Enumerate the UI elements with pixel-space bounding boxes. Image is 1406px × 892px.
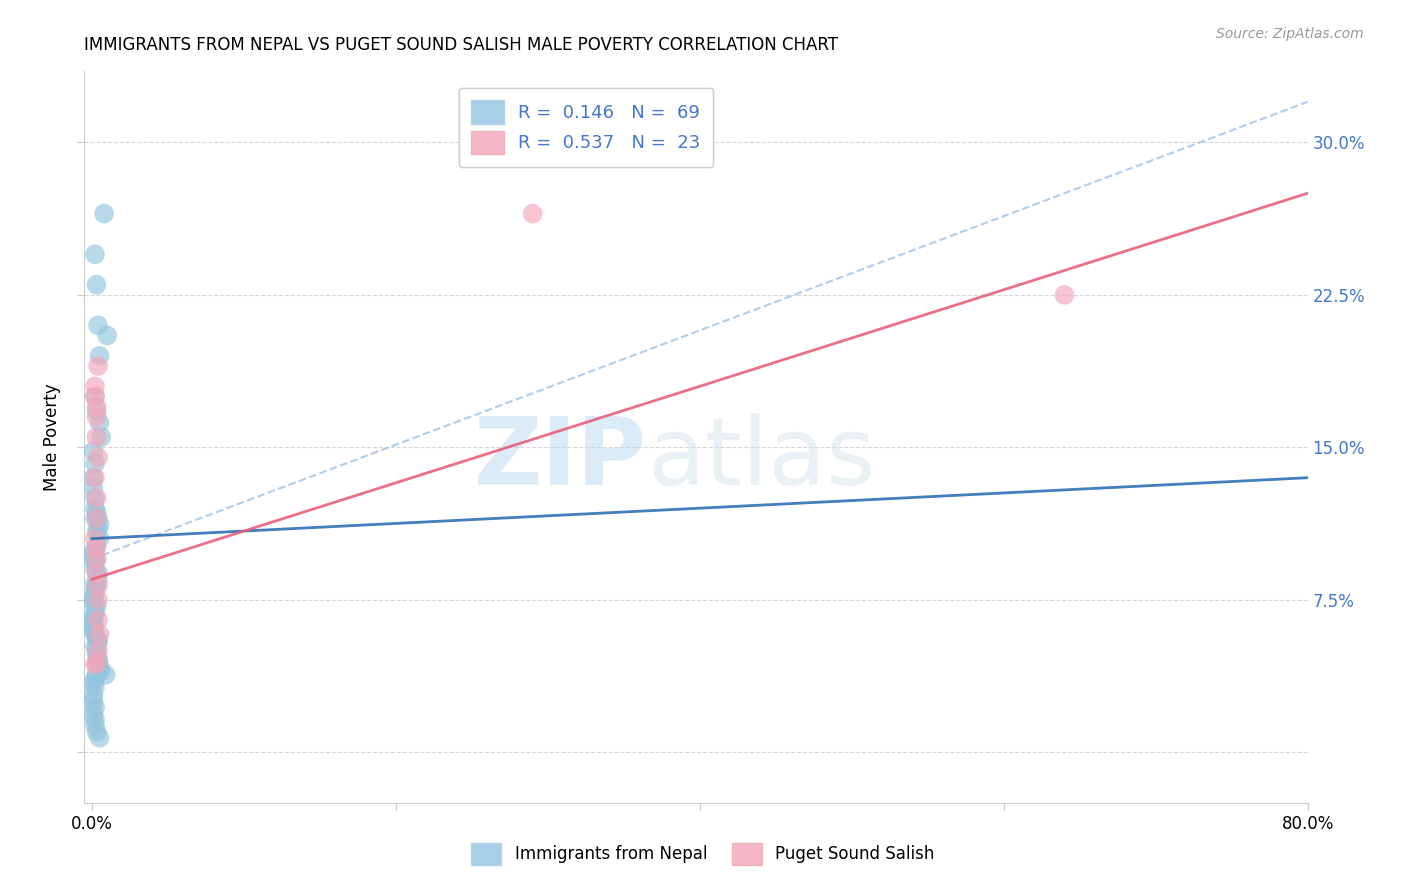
Point	[86, 403, 108, 417]
Point	[87, 359, 110, 373]
Point	[84, 582, 107, 597]
Point	[84, 556, 107, 570]
Point	[87, 566, 110, 581]
Point	[82, 444, 104, 458]
Point	[86, 541, 108, 556]
Point	[87, 643, 110, 657]
Text: atlas: atlas	[647, 413, 876, 505]
Point	[87, 572, 110, 586]
Point	[89, 659, 111, 673]
Point	[82, 471, 104, 485]
Point	[84, 511, 107, 525]
Point	[87, 592, 110, 607]
Point	[84, 713, 107, 727]
Point	[94, 667, 117, 682]
Point	[86, 538, 108, 552]
Legend: R =  0.146   N =  69, R =  0.537   N =  23: R = 0.146 N = 69, R = 0.537 N = 23	[458, 87, 713, 167]
Point	[87, 635, 110, 649]
Point	[1053, 288, 1076, 302]
Point	[82, 694, 104, 708]
Point	[84, 576, 107, 591]
Point	[86, 430, 108, 444]
Legend: Immigrants from Nepal, Puget Sound Salish: Immigrants from Nepal, Puget Sound Salis…	[461, 833, 945, 875]
Point	[86, 724, 108, 739]
Point	[86, 648, 108, 662]
Point	[82, 688, 104, 702]
Point	[86, 525, 108, 540]
Text: ZIP: ZIP	[474, 413, 647, 505]
Point	[89, 627, 111, 641]
Point	[84, 680, 107, 694]
Point	[84, 672, 107, 686]
Point	[84, 640, 107, 654]
Point	[89, 517, 111, 532]
Point	[86, 566, 108, 581]
Point	[93, 206, 115, 220]
Point	[82, 595, 104, 609]
Point	[84, 389, 107, 403]
Point	[87, 613, 110, 627]
Point	[87, 450, 110, 465]
Point	[82, 552, 104, 566]
Point	[86, 552, 108, 566]
Point	[82, 619, 104, 633]
Point	[84, 541, 107, 556]
Point	[86, 643, 108, 657]
Point	[86, 599, 108, 613]
Point	[84, 491, 107, 505]
Point	[86, 656, 108, 670]
Point	[84, 471, 107, 485]
Point	[82, 591, 104, 605]
Point	[84, 718, 107, 732]
Point	[82, 546, 104, 560]
Point	[84, 627, 107, 641]
Point	[84, 457, 107, 471]
Point	[86, 632, 108, 646]
Point	[87, 633, 110, 648]
Point	[84, 532, 107, 546]
Point	[87, 521, 110, 535]
Point	[84, 657, 107, 672]
Point	[87, 578, 110, 592]
Point	[86, 277, 108, 292]
Point	[84, 562, 107, 576]
Point	[84, 379, 107, 393]
Point	[522, 206, 544, 220]
Point	[86, 552, 108, 566]
Point	[89, 532, 111, 546]
Point	[86, 667, 108, 682]
Point	[86, 409, 108, 424]
Point	[84, 603, 107, 617]
Point	[89, 416, 111, 430]
Point	[84, 501, 107, 516]
Point	[84, 586, 107, 600]
Point	[90, 430, 112, 444]
Point	[86, 578, 108, 592]
Point	[86, 491, 108, 505]
Y-axis label: Male Poverty: Male Poverty	[44, 384, 62, 491]
Point	[84, 389, 107, 403]
Point	[87, 318, 110, 333]
Point	[89, 731, 111, 745]
Point	[96, 328, 118, 343]
Point	[87, 651, 110, 665]
Text: IMMIGRANTS FROM NEPAL VS PUGET SOUND SALISH MALE POVERTY CORRELATION CHART: IMMIGRANTS FROM NEPAL VS PUGET SOUND SAL…	[84, 36, 838, 54]
Point	[89, 349, 111, 363]
Point	[82, 611, 104, 625]
Point	[84, 607, 107, 621]
Point	[86, 505, 108, 519]
Point	[82, 623, 104, 637]
Point	[82, 615, 104, 629]
Point	[82, 676, 104, 690]
Point	[86, 511, 108, 525]
Point	[84, 700, 107, 714]
Point	[87, 656, 110, 670]
Point	[86, 400, 108, 414]
Point	[87, 511, 110, 525]
Point	[84, 247, 107, 261]
Point	[90, 664, 112, 678]
Point	[82, 481, 104, 495]
Point	[82, 706, 104, 721]
Text: Source: ZipAtlas.com: Source: ZipAtlas.com	[1216, 27, 1364, 41]
